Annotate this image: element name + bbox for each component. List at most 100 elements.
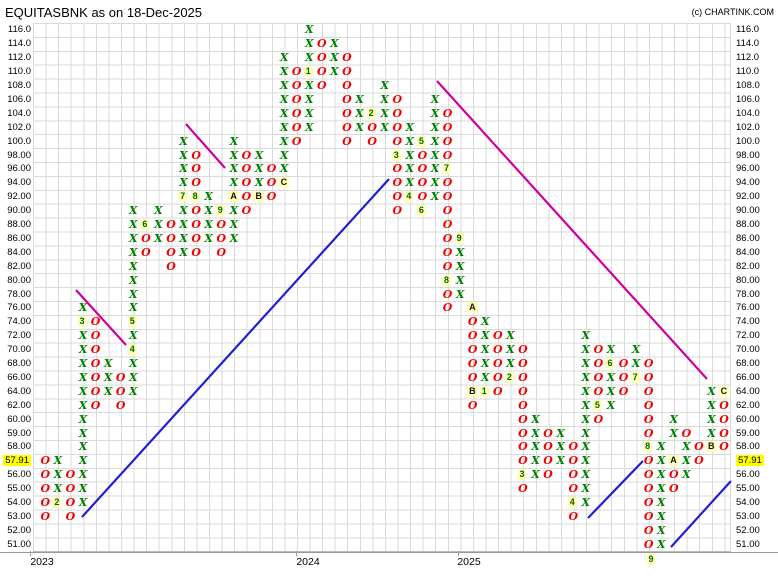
pnf-o-glyph: O	[568, 454, 579, 468]
pnf-x-glyph: X	[656, 468, 666, 482]
pnf-o-glyph: O	[669, 468, 679, 482]
pnf-x-glyph: X	[279, 120, 289, 134]
pnf-x-glyph: X	[556, 454, 565, 468]
pnf-o-glyph: O	[191, 204, 201, 218]
price-label: 98.00	[736, 149, 760, 161]
pnf-o-glyph: O	[367, 134, 377, 148]
pnf-x-glyph: X	[78, 454, 88, 468]
price-label: 74.00	[7, 316, 31, 328]
pnf-o-glyph: O	[241, 148, 252, 162]
pnf-x-glyph: X	[229, 162, 239, 176]
pnf-x-glyph: X	[581, 440, 591, 454]
month-marker: 3	[517, 469, 527, 481]
price-label: 110.0	[736, 66, 760, 78]
pnf-x-glyph: X	[581, 412, 591, 426]
month-marker: C	[718, 385, 730, 397]
pnf-o-glyph: O	[493, 329, 503, 343]
month-marker: 1	[303, 66, 313, 78]
price-label: 100.0	[736, 135, 760, 147]
pnf-x-glyph: X	[204, 204, 213, 218]
pnf-o-glyph: O	[90, 343, 101, 357]
price-label: 82.00	[736, 260, 760, 272]
pnf-x-glyph: X	[707, 384, 716, 398]
month-marker: B	[467, 385, 478, 397]
month-marker: 8	[442, 274, 452, 286]
pnf-o-glyph: O	[694, 440, 704, 454]
pnf-x-glyph: X	[581, 370, 591, 384]
year-label: 2024	[296, 556, 320, 568]
pnf-x-glyph: X	[430, 120, 440, 134]
pnf-o-glyph: O	[643, 384, 654, 398]
pnf-x-glyph: X	[330, 65, 339, 79]
price-label: 100.0	[7, 135, 31, 147]
month-marker: 7	[178, 191, 188, 203]
pnf-x-glyph: X	[78, 440, 88, 454]
pnf-x-glyph: X	[53, 468, 63, 482]
pnf-x-glyph: X	[103, 357, 113, 371]
month-marker: A	[467, 302, 478, 314]
pnf-o-glyph: O	[317, 37, 327, 51]
pnf-o-glyph: O	[392, 120, 403, 134]
pnf-o-glyph: O	[65, 482, 76, 496]
price-label: 116.0	[7, 24, 31, 36]
pnf-o-glyph: O	[241, 204, 252, 218]
pnf-o-glyph: O	[166, 245, 176, 259]
pnf-o-glyph: O	[643, 412, 654, 426]
pnf-o-glyph: O	[442, 120, 453, 134]
pnf-x-glyph: X	[129, 287, 138, 301]
pnf-x-glyph: X	[405, 148, 415, 162]
price-label: 68.00	[7, 358, 31, 370]
price-label: 70.00	[7, 344, 31, 356]
pnf-x-glyph: X	[179, 245, 188, 259]
pnf-o-glyph: O	[40, 496, 51, 510]
pnf-x-glyph: X	[430, 92, 440, 106]
pnf-o-glyph: O	[467, 357, 478, 371]
pnf-o-glyph: O	[543, 426, 553, 440]
price-label: 54.00	[736, 497, 760, 509]
pnf-o-glyph: O	[568, 509, 579, 523]
price-label: 94.00	[7, 177, 31, 189]
pnf-x-glyph: X	[179, 176, 188, 190]
pnf-x-glyph: X	[279, 106, 289, 120]
pnf-x-glyph: X	[179, 162, 188, 176]
month-marker: 2	[52, 497, 62, 509]
pnf-o-glyph: O	[216, 218, 227, 232]
pnf-o-glyph: O	[40, 454, 51, 468]
month-marker: B	[706, 441, 717, 453]
pnf-o-glyph: O	[442, 259, 453, 273]
pnf-o-glyph: O	[392, 190, 403, 204]
pnf-o-glyph: O	[643, 357, 654, 371]
pnf-x-glyph: X	[405, 176, 415, 190]
pnf-o-glyph: O	[518, 370, 528, 384]
pnf-x-glyph: X	[78, 468, 88, 482]
pnf-o-glyph: O	[266, 176, 277, 190]
pnf-o-glyph: O	[593, 370, 604, 384]
pnf-o-glyph: O	[191, 176, 201, 190]
price-label: 57.91	[736, 455, 764, 467]
price-label: 76.00	[736, 302, 760, 314]
pnf-o-glyph: O	[493, 384, 503, 398]
pnf-x-glyph: X	[330, 51, 339, 65]
pnf-x-glyph: X	[279, 79, 289, 93]
price-label: 92.00	[736, 191, 760, 203]
pnf-x-glyph: X	[254, 148, 264, 162]
pnf-x-glyph: X	[455, 245, 465, 259]
pnf-x-glyph: X	[355, 120, 364, 134]
pnf-o-glyph: O	[40, 509, 51, 523]
pnf-x-glyph: X	[531, 412, 540, 426]
pnf-o-glyph: O	[417, 190, 428, 204]
price-label: 106.0	[7, 93, 31, 105]
pnf-x-glyph: X	[53, 454, 63, 468]
pnf-x-glyph: X	[480, 343, 490, 357]
pnf-x-glyph: X	[480, 357, 490, 371]
pnf-x-glyph: X	[506, 343, 515, 357]
pnf-o-glyph: O	[166, 231, 176, 245]
pnf-o-glyph: O	[90, 315, 101, 329]
price-label: 72.00	[7, 330, 31, 342]
price-label: 52.00	[7, 524, 31, 536]
pnf-x-glyph: X	[78, 370, 88, 384]
price-label: 51.00	[7, 538, 31, 550]
pnf-o-glyph: O	[141, 231, 151, 245]
pnf-x-glyph: X	[480, 329, 490, 343]
pnf-x-glyph: X	[304, 120, 314, 134]
